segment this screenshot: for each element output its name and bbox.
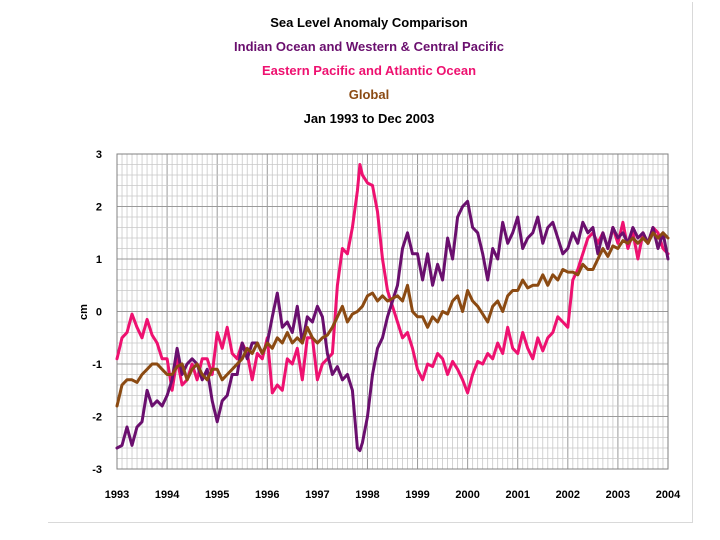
y-tick-label: 1 xyxy=(96,254,102,266)
x-tick-label: 2002 xyxy=(556,489,580,501)
x-tick-label: 2004 xyxy=(656,489,681,501)
x-tick-label: 1993 xyxy=(105,489,129,501)
y-tick-label: -3 xyxy=(92,464,102,476)
grid-lines xyxy=(116,153,669,470)
x-tick-label: 1996 xyxy=(255,489,279,501)
chart-title: Sea Level Anomaly Comparison xyxy=(270,15,468,30)
y-axis-label: cm xyxy=(78,304,90,320)
x-tick-label: 2001 xyxy=(505,489,529,501)
y-tick-label: 2 xyxy=(96,202,102,214)
y-tick-label: -2 xyxy=(92,412,102,424)
axes xyxy=(116,153,669,470)
chart-frame xyxy=(48,2,693,523)
plot-area-border xyxy=(116,153,669,470)
x-tick-label: 2003 xyxy=(606,489,630,501)
y-tick-label: 3 xyxy=(96,149,102,161)
series-line-global xyxy=(115,231,670,408)
chart-subtitle-date-range: Jan 1993 to Dec 2003 xyxy=(304,111,435,126)
series-lines xyxy=(115,163,670,453)
x-tick-label: 1999 xyxy=(405,489,429,501)
x-tick-labels: 1993 1994 1995 1996 1997 1998 1999 2000 2001 2002… xyxy=(105,489,681,501)
x-tick-label: 1995 xyxy=(205,489,229,501)
chart-subtitle-global: Global xyxy=(349,87,389,102)
x-tick-label: 1998 xyxy=(355,489,379,501)
series-line-indian-ocean-and-western-central-pacific xyxy=(115,199,670,453)
x-tick-label: 1994 xyxy=(155,489,180,501)
x-tick-label: 1997 xyxy=(305,489,329,501)
chart-subtitle-eastern-pacific-atlantic: Eastern Pacific and Atlantic Ocean xyxy=(262,63,476,78)
chart-subtitle-indian-western-central-pacific: Indian Ocean and Western & Central Pacif… xyxy=(234,39,504,54)
x-tick-label: 2000 xyxy=(455,489,479,501)
y-tick-labels: -3 -2 -1 0 1 2 3 xyxy=(92,149,102,476)
y-tick-label: 0 xyxy=(96,307,102,319)
y-tick-label: -1 xyxy=(92,359,102,371)
